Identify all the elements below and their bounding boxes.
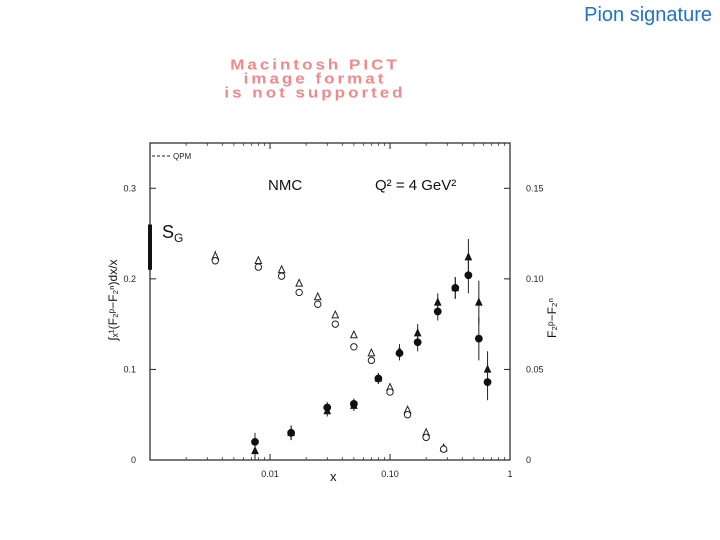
data-point-open-triangle (277, 264, 286, 274)
y-tick-label-right: 0.10 (526, 274, 544, 284)
data-point-open-circle (331, 320, 339, 328)
data-point-open-circle (403, 411, 412, 419)
pict-notice-line: image format (243, 70, 387, 87)
data-point-open-circle (295, 288, 303, 297)
data-point-filled-circle (483, 378, 492, 387)
data-point-filled-circle (464, 271, 473, 280)
data-point-open-circle (277, 272, 286, 280)
data-point-open-triangle (367, 347, 376, 357)
data-point-open-triangle (295, 278, 304, 287)
sg-annotation: SG (162, 222, 183, 245)
x-axis-title: x (330, 469, 337, 484)
pict-notice-line: Macintosh PICT (230, 56, 400, 73)
data-point-open-circle (314, 300, 322, 308)
data-point-open-triangle (254, 255, 263, 265)
x-tick-label: 1 (507, 469, 512, 479)
data-point-filled-circle (433, 307, 442, 316)
data-point-open-circle (350, 343, 358, 351)
data-point-filled-circle (413, 338, 422, 347)
y-tick-label-left: 0.2 (123, 274, 136, 284)
slide-title: Pion signature (584, 4, 712, 26)
chart-subtitle: Q² = 4 GeV² (375, 177, 456, 194)
y-axis-title-right: F₂ᵖ−F₂ⁿ (545, 298, 559, 338)
data-point-filled-circle (395, 349, 404, 358)
data-point-open-circle (254, 263, 263, 271)
sg-label-subscript: G (174, 231, 183, 245)
chart-title: NMC (268, 177, 302, 194)
y-axis-title-left: ∫ₓ¹(F₂ᵖ−F₂ⁿ)dx/x (106, 259, 120, 341)
plot-frame (149, 142, 511, 461)
y-tick-label-right: 0.15 (526, 183, 544, 193)
data-point-open-circle (422, 433, 430, 442)
axes: 0.01 0.10 1 0 0.1 0.2 0.3 0 0.05 0.10 0.15 (123, 143, 544, 479)
pict-notice-line: is not supported (224, 84, 406, 101)
data-point-filled-circle (251, 437, 259, 446)
data-point-open-circle (367, 356, 376, 365)
pict-unsupported-notice: Macintosh PICT image format is not suppo… (150, 56, 480, 101)
sg-label: SG (162, 222, 183, 245)
data-point-filled-circle (474, 334, 483, 343)
y-tick-label-left: 0.3 (123, 183, 136, 193)
data-point-open-triangle (313, 291, 322, 301)
data-point-open-triangle (331, 309, 340, 319)
y-tick-label-right: 0 (526, 455, 531, 465)
data-point-filled-circle (323, 403, 332, 412)
data-point-filled-circle (374, 374, 383, 383)
legend: QPM (152, 152, 192, 161)
data-point-filled-circle (451, 284, 460, 292)
data-marks (211, 239, 492, 460)
y-tick-label-left: 0.1 (123, 364, 136, 374)
data-point-open-circle (386, 388, 394, 396)
legend-label: QPM (173, 152, 192, 161)
data-point-filled-circle (349, 399, 358, 408)
y-tick-label-right: 0.05 (526, 364, 544, 374)
data-point-open-circle (439, 445, 448, 453)
x-tick-label: 0.01 (261, 469, 279, 479)
y-tick-label-left: 0 (131, 455, 136, 465)
data-point-filled-triangle (475, 297, 483, 306)
x-tick-label: 0.10 (381, 469, 399, 479)
data-point-open-circle (211, 257, 219, 265)
data-point-open-triangle (349, 329, 358, 339)
data-point-filled-circle (287, 428, 296, 437)
